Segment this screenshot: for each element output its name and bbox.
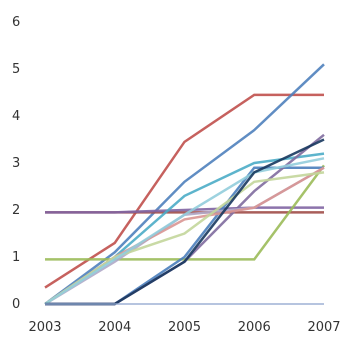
y-tick-label: 5 <box>12 62 20 77</box>
series-line-5 <box>45 164 326 261</box>
series-line-9 <box>44 166 325 306</box>
y-tick-label: 3 <box>12 156 20 171</box>
y-tick-label: 6 <box>12 15 20 30</box>
x-axis-ticks: 2003 2004 2005 2006 2007 <box>28 320 340 335</box>
x-tick-label: 2006 <box>238 320 271 335</box>
y-axis-ticks: 0 1 2 3 4 5 6 <box>12 15 20 312</box>
y-tick-label: 1 <box>12 250 20 265</box>
x-tick-label: 2007 <box>307 320 340 335</box>
series-line-12 <box>44 157 325 306</box>
y-tick-label: 2 <box>12 203 20 218</box>
series-layer <box>44 63 326 306</box>
series-line-11 <box>44 171 325 306</box>
series-line-4 <box>45 206 324 214</box>
y-tick-label: 0 <box>12 297 20 312</box>
series-line-6 <box>44 152 325 306</box>
series-line-10 <box>44 166 325 306</box>
x-tick-label: 2004 <box>98 320 131 335</box>
series-line-1 <box>44 93 324 289</box>
x-tick-label: 2003 <box>28 320 61 335</box>
y-tick-label: 4 <box>12 109 20 124</box>
x-tick-label: 2005 <box>168 320 201 335</box>
series-line-7 <box>45 166 324 306</box>
series-line-2 <box>44 63 325 306</box>
